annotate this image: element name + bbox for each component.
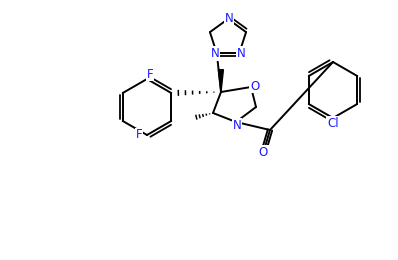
Text: O: O — [258, 146, 267, 159]
Text: O: O — [250, 80, 259, 93]
Text: N: N — [224, 11, 233, 24]
Polygon shape — [219, 70, 223, 92]
Text: F: F — [147, 68, 153, 81]
Text: F: F — [136, 128, 142, 141]
Text: Cl: Cl — [327, 116, 339, 129]
Text: N: N — [211, 47, 219, 60]
Text: N: N — [237, 47, 246, 60]
Text: N: N — [232, 119, 241, 132]
